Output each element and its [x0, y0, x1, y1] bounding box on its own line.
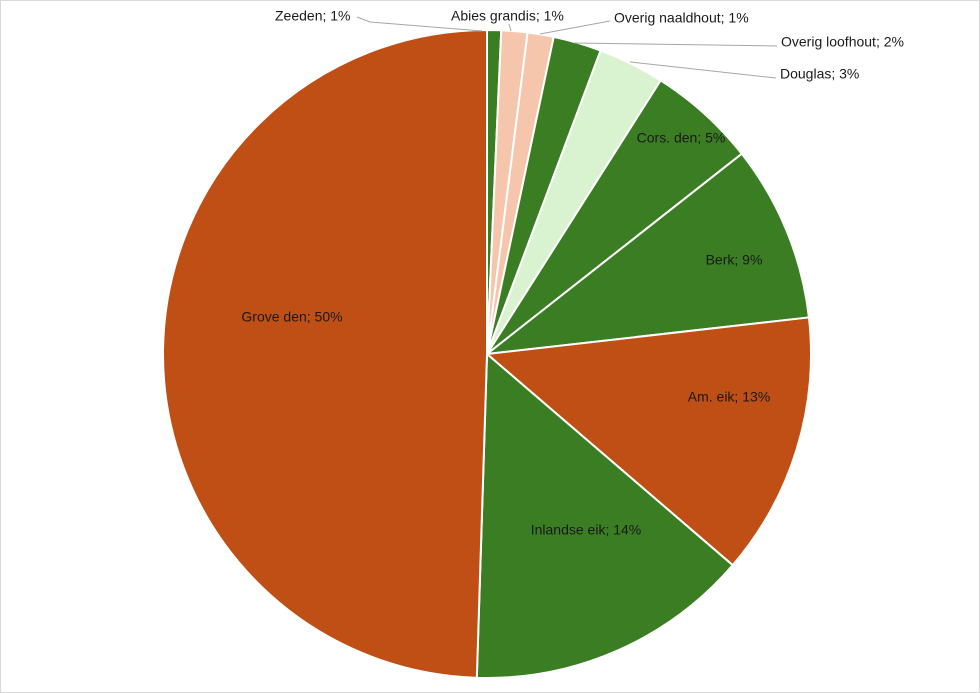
data-label-grove-den: Grove den; 50% — [241, 309, 342, 325]
pie-slice-grove-den — [162, 29, 488, 679]
leader-line-overig-loofhout — [573, 42, 778, 47]
data-labels: Zeeden; 1% Abies grandis; 1% Overig naaldh… — [241, 8, 904, 538]
data-label-berk: Berk; 9% — [706, 252, 763, 268]
data-label-abies-grandis: Abies grandis; 1% — [451, 8, 564, 24]
data-label-cors-den: Cors. den; 5% — [637, 130, 726, 146]
leader-line-abies-grandis — [508, 23, 512, 32]
data-label-inlandse-eik: Inlandse eik; 14% — [531, 522, 642, 538]
leader-line-zeeden — [356, 16, 483, 32]
data-label-douglas: Douglas; 3% — [780, 66, 859, 82]
leader-line-douglas — [629, 61, 777, 79]
pie-slice-inlandse-eik — [475, 353, 734, 679]
pie-slices — [162, 29, 812, 679]
pie-slice-berk — [486, 152, 810, 355]
data-label-overig-naaldhout: Overig naaldhout; 1% — [614, 10, 749, 26]
data-label-overig-loofhout: Overig loofhout; 2% — [781, 34, 904, 50]
data-label-am-eik: Am. eik; 13% — [688, 389, 770, 405]
leader-lines — [356, 16, 778, 79]
pie-slice-am-eik — [486, 316, 812, 567]
data-label-zeeden: Zeeden; 1% — [275, 8, 351, 24]
leader-line-overig-naaldhout — [539, 20, 611, 35]
